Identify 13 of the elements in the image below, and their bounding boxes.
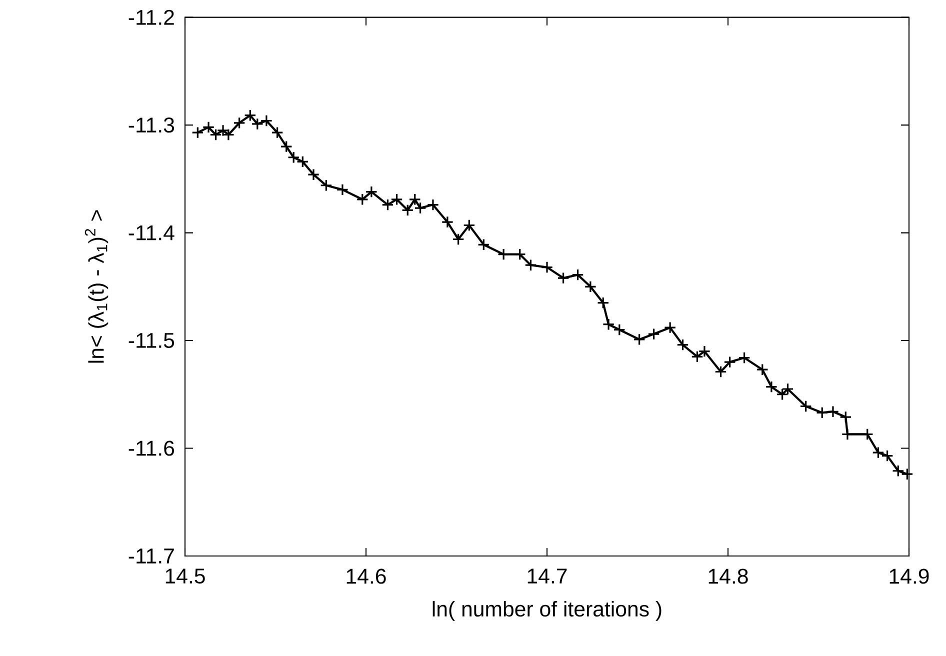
y-tick-label: -11.7 bbox=[128, 548, 174, 564]
y-tick-label: -11.4 bbox=[128, 225, 174, 240]
y-tick-label: -11.5 bbox=[128, 333, 174, 348]
x-tick-label: 14.9 bbox=[890, 568, 929, 584]
y-tick-label: -11.6 bbox=[128, 440, 174, 456]
y-tick-label: -11.3 bbox=[128, 118, 174, 133]
y-tick-label: -11.2 bbox=[128, 10, 174, 25]
x-tick-label: 14.5 bbox=[166, 568, 205, 584]
x-tick-label: 14.8 bbox=[708, 568, 748, 584]
x-tick-label: 14.7 bbox=[528, 568, 567, 584]
y-axis-title: ln< (λ$_{1}$(t) - λ$_{1}$)$^{2}$ > bbox=[84, 210, 108, 363]
x-axis-title: ln( number of iterations ) bbox=[432, 600, 662, 621]
x-tick-label: 14.6 bbox=[346, 568, 386, 584]
